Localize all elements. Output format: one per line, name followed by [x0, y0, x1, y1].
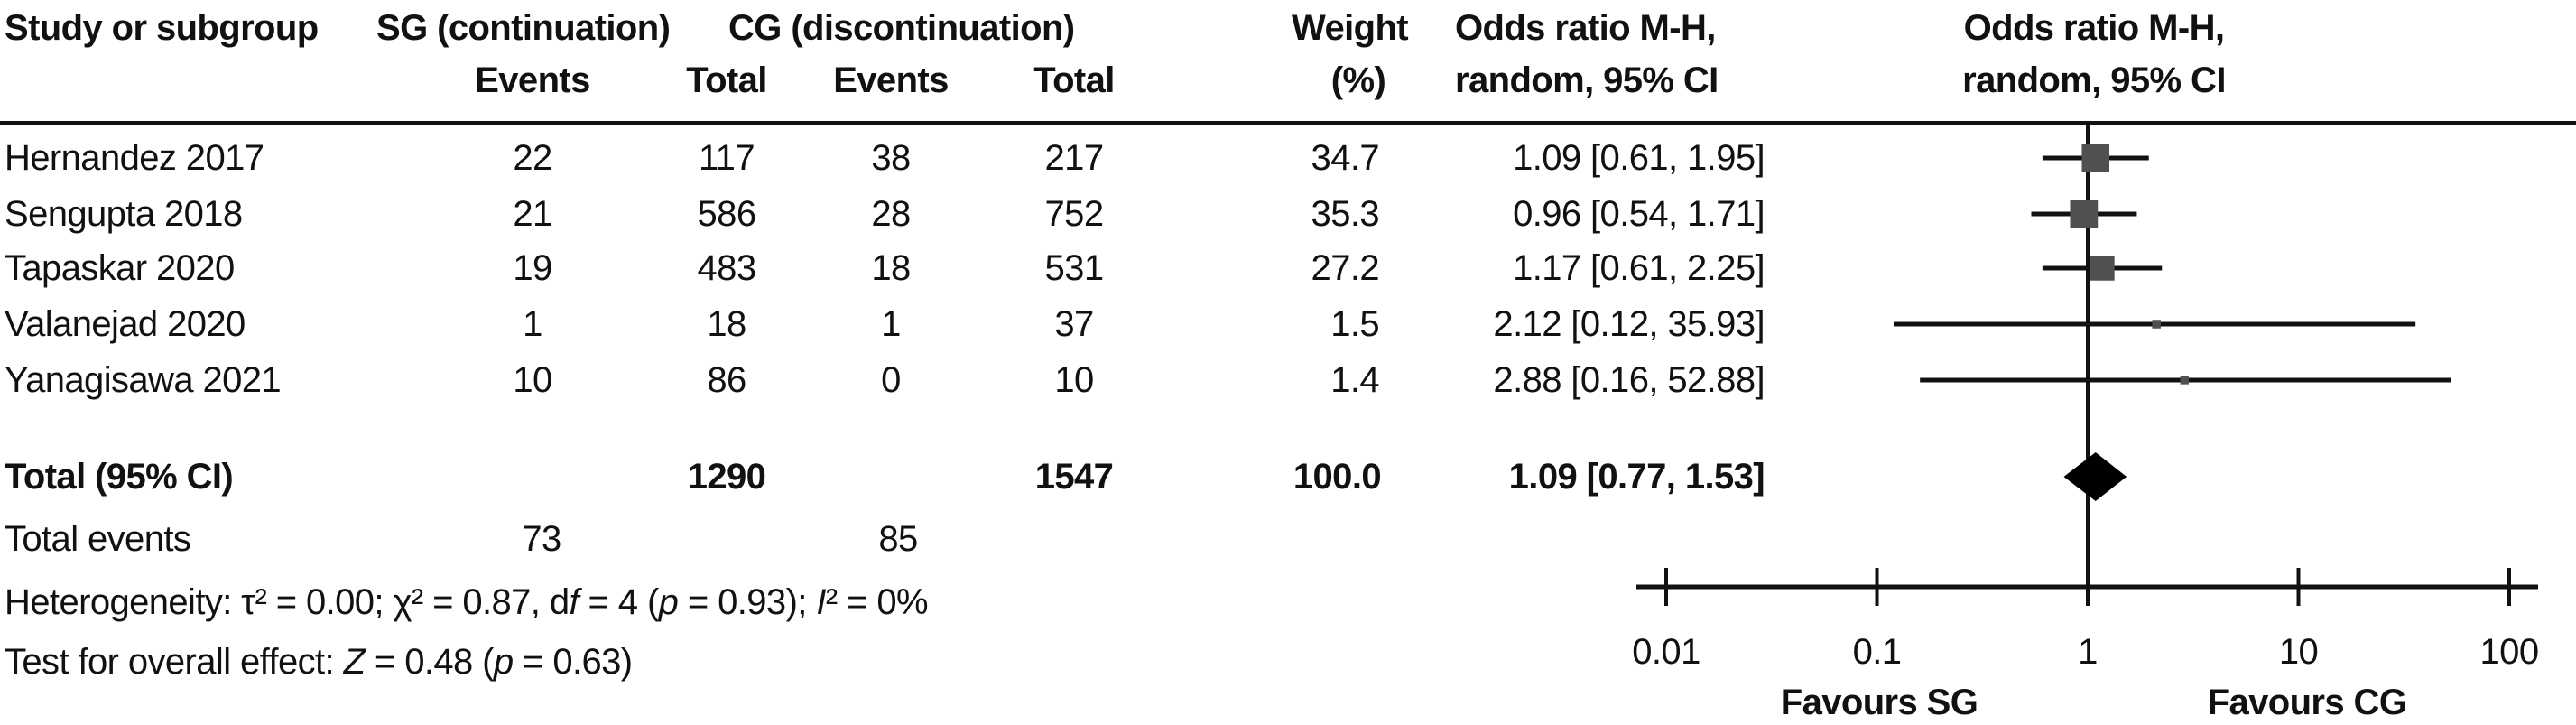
header-study-col: Study or subgroup	[5, 8, 319, 48]
study-name: Hernandez 2017	[5, 138, 264, 178]
effect-square	[2070, 200, 2099, 228]
or-ci-value: 0.96 [0.54, 1.71]	[1513, 194, 1765, 234]
study-name: Yanagisawa 2021	[5, 360, 282, 400]
header-or-line1: Odds ratio M-H,	[1455, 8, 1716, 48]
oe-text: Test for overall effect:	[5, 642, 344, 682]
het-i-italic: I	[816, 582, 826, 622]
header-cg-total: Total	[1033, 60, 1115, 100]
study-name: Tapaskar 2020	[5, 248, 235, 288]
cg-events-value: 18	[871, 248, 911, 288]
sg-events-value: 1	[523, 304, 542, 344]
cg-total-value: 37	[1054, 304, 1094, 344]
or-ci-value: 2.12 [0.12, 35.93]	[1493, 304, 1765, 344]
study-name: Valanejad 2020	[5, 304, 246, 344]
sg-total-value: 86	[707, 360, 746, 400]
header-plot-line1: Odds ratio M-H,	[1963, 8, 2225, 48]
header-plot-line2: random, 95% CI	[1962, 60, 2226, 100]
cg-total-value: 752	[1044, 194, 1105, 234]
cg-total-value: 10	[1054, 360, 1094, 400]
pooled-diamond	[2063, 452, 2127, 501]
cg-events-value: 0	[881, 360, 901, 400]
axis-tick-label: 1	[2078, 632, 2098, 672]
heterogeneity-stats: Heterogeneity: τ² = 0.00; χ² = 0.87, df …	[5, 581, 929, 623]
overall-effect-stats: Test for overall effect: Z = 0.48 (p = 0…	[5, 641, 633, 683]
sg-total-value: 586	[697, 194, 757, 234]
or-ci-value: 1.09 [0.61, 1.95]	[1513, 138, 1765, 178]
header-group-sg: SG (continuation)	[376, 8, 671, 48]
total-sg-total: 1290	[687, 457, 766, 497]
header-sg-total: Total	[686, 60, 767, 100]
sg-events-value: 22	[513, 138, 552, 178]
sg-events-value: 10	[513, 360, 552, 400]
oe-p-italic: p	[493, 642, 514, 682]
cg-events-value: 28	[871, 194, 911, 234]
total-row-label: Total (95% CI)	[5, 457, 234, 497]
cg-events-value: 38	[871, 138, 911, 178]
effect-square	[2081, 144, 2109, 172]
oe-text: = 0.48 (	[365, 642, 495, 682]
axis-tick-label: 0.1	[1852, 632, 1902, 672]
header-group-cg: CG (discontinuation)	[728, 8, 1075, 48]
het-f-italic: f	[569, 582, 579, 622]
total-or-ci: 1.09 [0.77, 1.53]	[1508, 457, 1765, 497]
effect-square	[2090, 256, 2115, 281]
cg-total-value: 217	[1044, 138, 1105, 178]
or-ci-value: 1.17 [0.61, 2.25]	[1513, 248, 1765, 288]
weight-value: 34.7	[1311, 138, 1380, 178]
sg-total-value: 483	[697, 248, 757, 288]
oe-z-italic: Z	[343, 642, 366, 682]
total-weight: 100.0	[1293, 457, 1382, 497]
axis-tick-label: 0.01	[1632, 632, 1700, 672]
header-weight-pct: (%)	[1330, 60, 1386, 100]
sg-events-value: 21	[513, 194, 552, 234]
het-text: = 4 (	[579, 582, 660, 622]
favours-left-label: Favours SG	[1780, 683, 1978, 722]
axis-tick-label: 10	[2278, 632, 2319, 672]
or-ci-value: 2.88 [0.16, 52.88]	[1493, 360, 1765, 400]
sg-events-value: 19	[513, 248, 552, 288]
header-cg-events: Events	[833, 60, 949, 100]
total-events-cg: 85	[878, 519, 918, 559]
weight-value: 1.5	[1330, 304, 1379, 344]
total-events-label: Total events	[5, 519, 191, 559]
total-events-sg: 73	[522, 519, 561, 559]
cg-total-value: 531	[1044, 248, 1105, 288]
weight-value: 27.2	[1311, 248, 1380, 288]
favours-right-label: Favours CG	[2207, 683, 2407, 722]
sg-total-value: 117	[699, 138, 755, 178]
het-text: = 0.93);	[678, 582, 817, 622]
total-cg-total: 1547	[1034, 457, 1114, 497]
effect-square	[2180, 376, 2189, 385]
weight-value: 35.3	[1311, 194, 1380, 234]
het-text: ² = 0%	[825, 582, 929, 622]
effect-square	[2152, 320, 2161, 329]
header-or-line2: random, 95% CI	[1455, 60, 1719, 100]
het-p-italic: p	[658, 582, 679, 622]
header-sg-events: Events	[475, 60, 590, 100]
header-divider	[0, 121, 2576, 125]
header-weight: Weight	[1292, 8, 1409, 48]
weight-value: 1.4	[1330, 360, 1379, 400]
study-name: Sengupta 2018	[5, 194, 243, 234]
sg-total-value: 18	[707, 304, 746, 344]
cg-events-value: 1	[881, 304, 901, 344]
oe-text: = 0.63)	[513, 642, 633, 682]
het-text: Heterogeneity: τ² = 0.00; χ² = 0.87, d	[5, 582, 570, 622]
axis-tick-label: 100	[2479, 632, 2540, 672]
